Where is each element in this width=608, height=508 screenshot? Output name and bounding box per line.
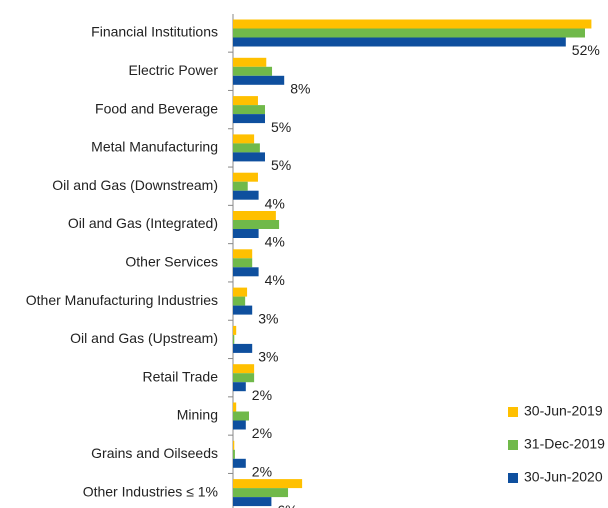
bar [233, 19, 592, 29]
value-label: 5% [271, 157, 291, 173]
value-label: 5% [271, 119, 291, 135]
category-label: Other Industries ≤ 1% [83, 483, 218, 499]
bar [233, 28, 585, 38]
legend-swatch [508, 440, 518, 450]
category-label: Oil and Gas (Downstream) [52, 177, 218, 193]
value-label: 3% [258, 310, 278, 326]
bar [233, 37, 566, 47]
legend-label: 30-Jun-2019 [524, 403, 603, 419]
legend-label: 30-Jun-2020 [524, 469, 603, 485]
category-label: Other Manufacturing Industries [26, 292, 218, 308]
bar [233, 229, 259, 238]
bar [233, 325, 237, 335]
value-label: 8% [290, 81, 310, 97]
bar [233, 249, 253, 259]
bar [233, 411, 249, 421]
bar [233, 220, 280, 229]
bar [233, 488, 289, 498]
category-label: Grains and Oilseeds [91, 445, 218, 461]
bar [233, 181, 248, 191]
bar [233, 267, 259, 277]
category-label: Electric Power [129, 62, 219, 78]
bar [233, 420, 246, 430]
value-label: 4% [265, 234, 285, 250]
category-label: Oil and Gas (Integrated) [68, 215, 218, 231]
category-label: Food and Beverage [95, 100, 218, 116]
value-label: 2% [252, 464, 272, 480]
value-label: 4% [265, 272, 285, 288]
bar [233, 105, 265, 115]
bar [233, 402, 237, 412]
value-label: 2% [252, 387, 272, 403]
bar [233, 334, 235, 344]
value-label: 2% [252, 425, 272, 441]
bar [233, 343, 253, 353]
bar [233, 458, 246, 468]
bar [233, 190, 259, 200]
value-label: 3% [258, 349, 278, 365]
bar [233, 479, 303, 489]
category-label: Retail Trade [143, 368, 219, 384]
bar [233, 296, 246, 306]
bar [233, 305, 253, 315]
legend-label: 31-Dec-2019 [524, 436, 605, 452]
bar [233, 96, 258, 106]
bar [233, 373, 255, 383]
bar [233, 152, 265, 162]
bar [233, 258, 253, 268]
bar [233, 75, 285, 85]
bar [233, 440, 235, 450]
value-label: 4% [265, 195, 285, 211]
bar [233, 497, 272, 507]
bar [233, 143, 260, 153]
bar [233, 57, 267, 67]
value-label: 52% [572, 42, 600, 58]
category-label: Mining [177, 407, 218, 423]
bar [233, 134, 255, 144]
category-label: Oil and Gas (Upstream) [70, 330, 218, 346]
value-label: 6% [277, 502, 297, 508]
bar [233, 382, 246, 392]
bar [233, 211, 276, 220]
category-label: Financial Institutions [91, 24, 218, 40]
legend-swatch [508, 407, 518, 417]
category-label: Other Services [125, 254, 218, 270]
category-label: Metal Manufacturing [91, 139, 218, 155]
bar [233, 364, 255, 374]
bar [233, 287, 248, 297]
bar [233, 449, 235, 459]
bar [233, 114, 265, 124]
bar [233, 172, 258, 182]
legend-swatch [508, 473, 518, 483]
bar [233, 66, 273, 76]
